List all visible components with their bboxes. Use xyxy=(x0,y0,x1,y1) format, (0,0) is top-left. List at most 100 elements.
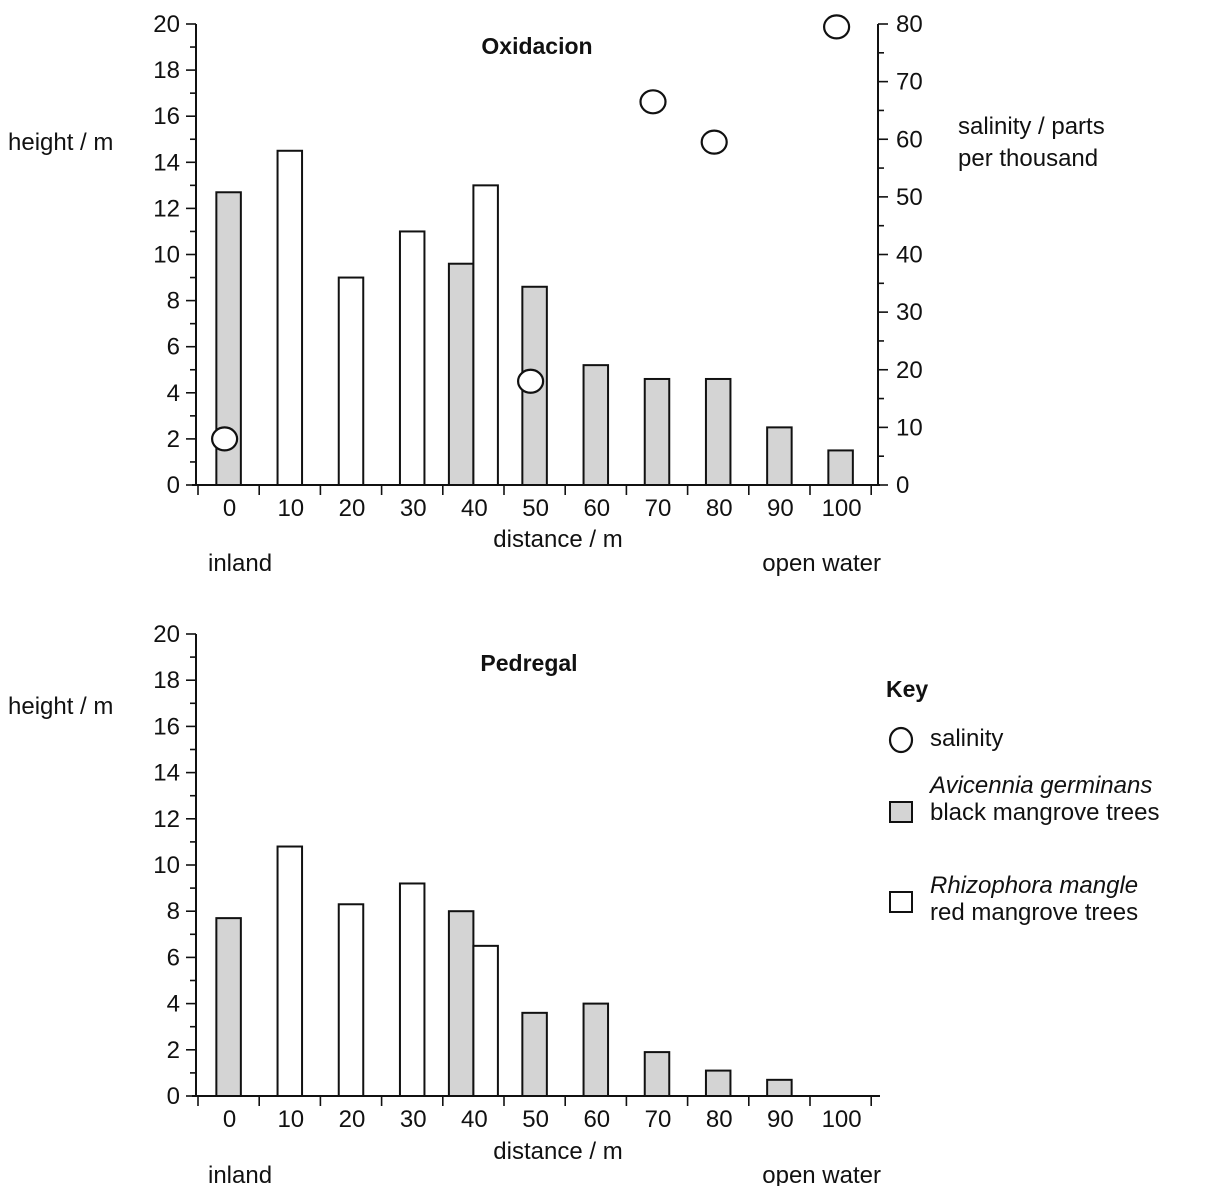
avicennia-bar xyxy=(215,917,242,1097)
rhizophora-bar xyxy=(398,882,426,1097)
y2-tick-label: 80 xyxy=(896,11,923,38)
y-tick-label: 8 xyxy=(167,898,180,925)
x-tick-label: 40 xyxy=(461,1106,488,1133)
x-tick-label: 20 xyxy=(339,495,366,522)
y2-tick-label: 50 xyxy=(896,184,923,211)
x-right-label: open water xyxy=(762,1162,881,1186)
avicennia-bar xyxy=(704,1069,732,1097)
avicennia-bar xyxy=(827,449,854,486)
avicennia-bar xyxy=(643,1051,671,1097)
y-tick-label: 6 xyxy=(167,334,180,361)
y-tick-label: 16 xyxy=(153,103,180,130)
salinity-point xyxy=(822,14,851,40)
x-left-label: inland xyxy=(208,550,272,577)
y-tick-label: 0 xyxy=(167,1083,180,1110)
x-tick-label: 100 xyxy=(822,495,862,522)
avicennia-bar xyxy=(766,1078,793,1097)
salinity-point xyxy=(516,368,545,394)
salinity-point xyxy=(639,89,667,115)
key-avicennia-species: Avicennia germinans xyxy=(928,772,1152,799)
x-tick-label: 10 xyxy=(277,495,304,522)
x-tick-label: 70 xyxy=(645,495,672,522)
x-tick-label: 40 xyxy=(461,495,488,522)
y-tick-label: 4 xyxy=(167,380,180,407)
y-tick-label: 16 xyxy=(153,713,180,740)
x-tick-label: 50 xyxy=(522,1106,549,1133)
x-tick-label: 90 xyxy=(767,1106,794,1133)
x-axis-label: distance / m xyxy=(493,526,622,553)
avicennia-bar xyxy=(447,910,475,1098)
x-tick-label: 50 xyxy=(522,495,549,522)
y-tick-label: 2 xyxy=(167,1037,180,1064)
y2-tick-label: 20 xyxy=(896,357,923,384)
avicennia-key-swatch xyxy=(889,801,913,823)
y2-axis-label-line1: salinity / parts xyxy=(958,113,1105,140)
y2-tick-label: 10 xyxy=(896,414,923,441)
rhizophora-bar xyxy=(472,944,499,1097)
key-legend: Key salinity Avicennia germinans black m… xyxy=(886,676,1159,926)
y-tick-label: 20 xyxy=(153,11,180,38)
rhizophora-bar xyxy=(337,276,365,486)
y-tick-label: 10 xyxy=(153,242,180,269)
y2-axis-label-line2: per thousand xyxy=(958,145,1098,172)
chart-title: Oxidacion xyxy=(481,33,592,59)
y2-tick-label: 0 xyxy=(896,472,909,499)
x-tick-label: 80 xyxy=(706,495,733,522)
avicennia-bar xyxy=(643,377,671,486)
x-tick-label: 20 xyxy=(339,1106,366,1133)
rhizophora-bar xyxy=(276,845,304,1098)
x-axis-label: distance / m xyxy=(493,1138,622,1165)
rhizophora-bar xyxy=(337,903,365,1098)
y-tick-label: 0 xyxy=(167,472,180,499)
y-tick-label: 18 xyxy=(153,57,180,84)
rhizophora-key-swatch xyxy=(889,891,913,913)
key-salinity-label: salinity xyxy=(930,725,1003,752)
y-tick-label: 12 xyxy=(153,195,180,222)
rhizophora-bar xyxy=(472,184,499,486)
y-tick-label: 18 xyxy=(153,667,180,694)
chart-panel-2: 0 2 4 6 8 10 12 14 16 18 20 0 10 20 30 40 50 60 70 80 90 100 P… xyxy=(8,621,881,1186)
y-tick-label: 20 xyxy=(153,621,180,648)
y2-tick-label: 70 xyxy=(896,69,923,96)
y-tick-label: 10 xyxy=(153,852,180,879)
salinity-point xyxy=(700,129,728,155)
x-tick-label: 70 xyxy=(645,1106,672,1133)
x-tick-label: 30 xyxy=(400,1106,427,1133)
avicennia-bar xyxy=(582,1002,610,1097)
avicennia-bar xyxy=(766,426,793,486)
y-tick-label: 14 xyxy=(153,760,180,787)
key-rhizophora-common: red mangrove trees xyxy=(930,899,1138,926)
y-tick-label: 6 xyxy=(167,944,180,971)
x-tick-label: 60 xyxy=(583,495,610,522)
y-tick-label: 8 xyxy=(167,288,180,315)
avicennia-bar xyxy=(447,262,475,486)
x-tick-label: 90 xyxy=(767,495,794,522)
key-title: Key xyxy=(886,676,928,702)
x-tick-label: 0 xyxy=(223,495,236,522)
rhizophora-bar xyxy=(398,230,426,486)
x-tick-label: 80 xyxy=(706,1106,733,1133)
chart-title: Pedregal xyxy=(480,650,577,676)
y-tick-label: 4 xyxy=(167,991,180,1018)
y2-tick-label: 40 xyxy=(896,242,923,269)
key-avicennia-common: black mangrove trees xyxy=(930,799,1159,826)
x-tick-label: 100 xyxy=(822,1106,862,1133)
x-tick-label: 0 xyxy=(223,1106,236,1133)
rhizophora-bar xyxy=(276,149,304,486)
y-tick-label: 2 xyxy=(167,426,180,453)
y2-tick-label: 60 xyxy=(896,126,923,153)
x-right-label: open water xyxy=(762,550,881,577)
salinity-key-marker xyxy=(888,726,914,754)
avicennia-bar xyxy=(521,1011,548,1098)
y2-tick-label: 30 xyxy=(896,299,923,326)
salinity-point xyxy=(211,426,239,452)
x-tick-label: 30 xyxy=(400,495,427,522)
y-tick-label: 14 xyxy=(153,149,180,176)
avicennia-bar xyxy=(704,377,732,486)
y-axis-label: height / m xyxy=(8,693,113,720)
x-tick-label: 10 xyxy=(277,1106,304,1133)
y-tick-label: 12 xyxy=(153,806,180,833)
x-tick-label: 60 xyxy=(583,1106,610,1133)
